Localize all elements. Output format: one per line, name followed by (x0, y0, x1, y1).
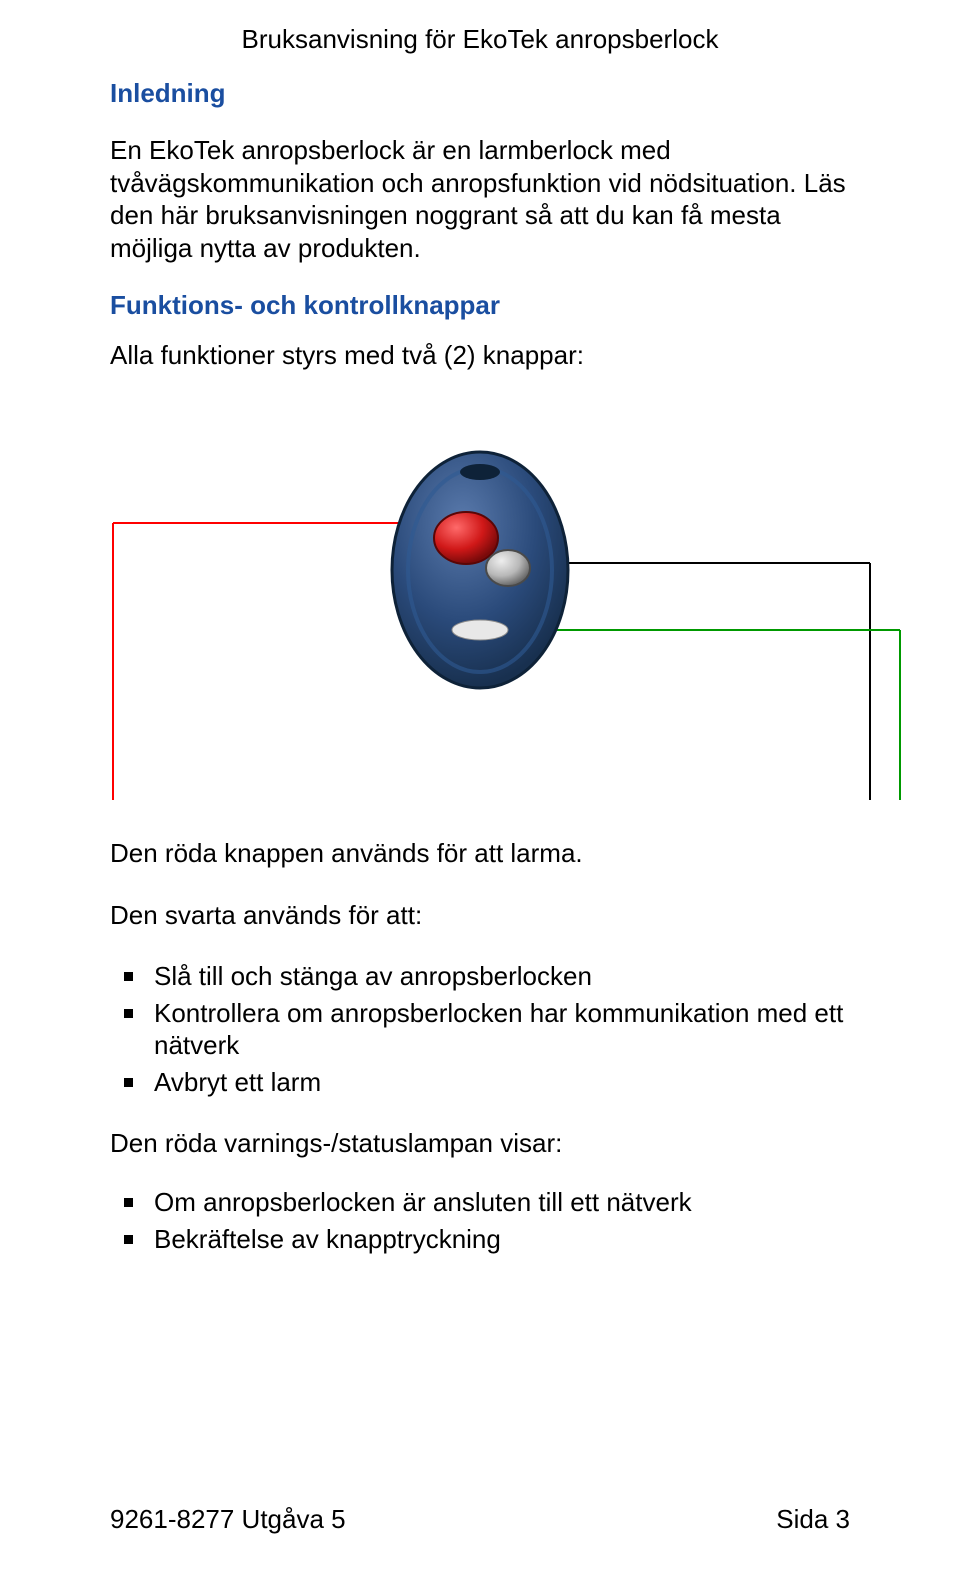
red-pointer-line (113, 523, 439, 800)
status-led-icon (452, 620, 508, 640)
list-item: Om anropsberlocken är ansluten till ett … (110, 1186, 850, 1219)
footer-doc-id: 9261-8277 Utgåva 5 (110, 1504, 346, 1535)
black-pointer-line (526, 563, 870, 800)
page-header-title: Bruksanvisning för EkoTek anropsberlock (0, 24, 960, 55)
section-heading-funktioner: Funktions- och kontrollknappar (110, 290, 500, 321)
list-item: Slå till och stänga av anropsberlocken (110, 960, 850, 993)
functions-intro-text: Alla funktioner styrs med två (2) knappa… (110, 340, 850, 371)
list-item: Kontrollera om anropsberlocken har kommu… (110, 997, 850, 1062)
red-alarm-button-icon (434, 512, 498, 564)
red-button-description: Den röda knappen används för att larma. (110, 838, 850, 869)
black-button-list: Slå till och stänga av anropsberlocken K… (110, 960, 850, 1102)
list-item: Avbryt ett larm (110, 1066, 850, 1099)
status-lamp-intro: Den röda varnings-/statuslampan visar: (110, 1128, 850, 1159)
intro-paragraph: En EkoTek anropsberlock är en larmberloc… (110, 134, 850, 264)
grey-control-button-icon (486, 550, 530, 586)
green-pointer-line (510, 630, 900, 800)
black-button-intro: Den svarta används för att: (110, 900, 850, 931)
section-heading-inledning: Inledning (110, 78, 226, 109)
status-lamp-list: Om anropsberlocken är ansluten till ett … (110, 1186, 850, 1259)
device-diagram (0, 400, 960, 800)
device-fob-icon (392, 452, 568, 688)
footer-page-number: Sida 3 (776, 1504, 850, 1535)
list-item: Bekräftelse av knapptryckning (110, 1223, 850, 1256)
